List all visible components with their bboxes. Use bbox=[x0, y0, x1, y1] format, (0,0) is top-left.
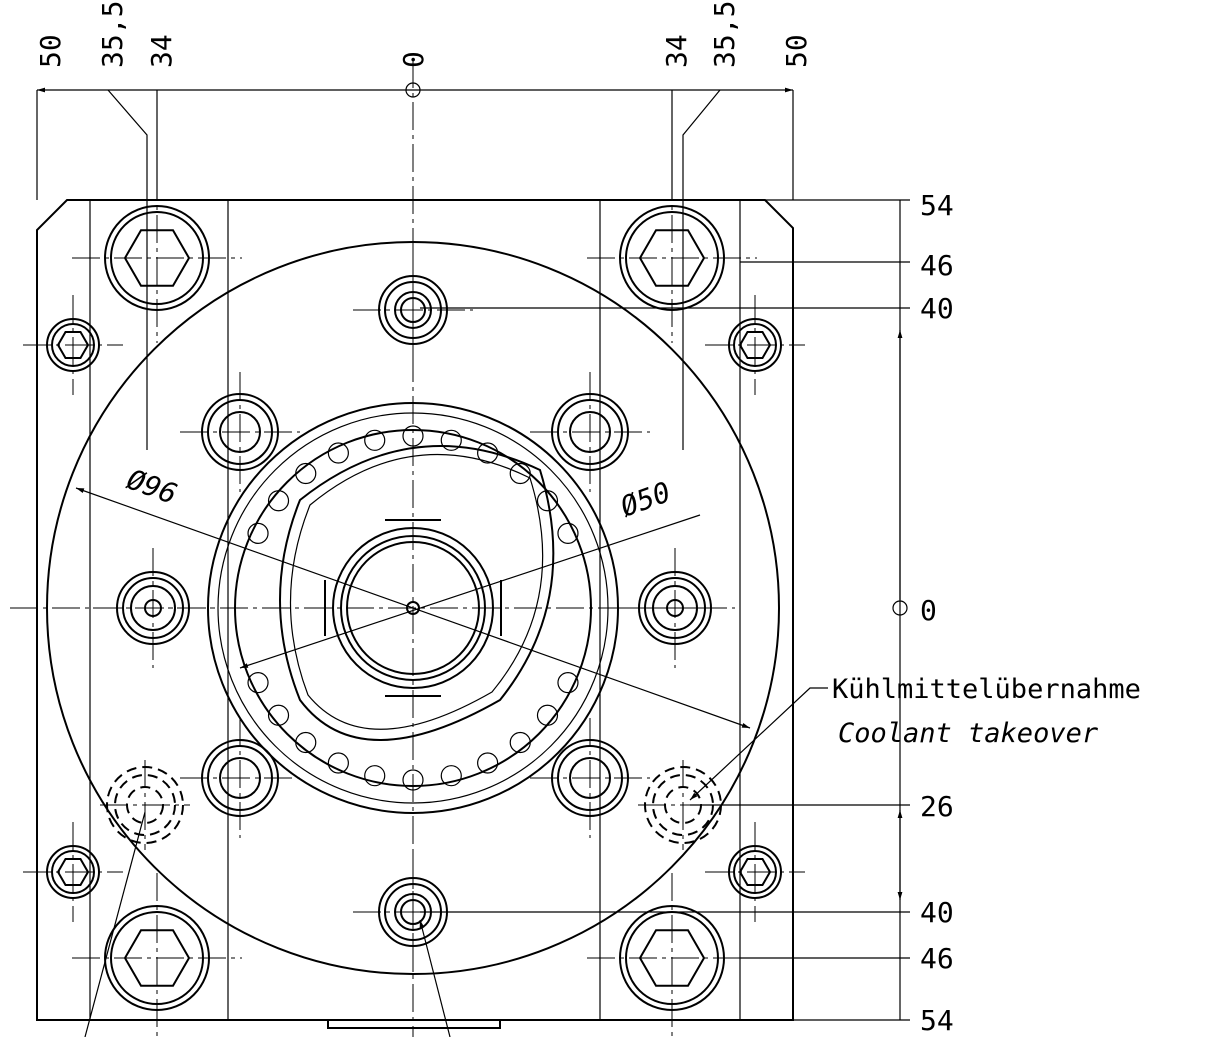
right-dim: 54 bbox=[920, 189, 954, 222]
right-dim: 0 bbox=[920, 594, 937, 627]
top-dim: 35,5 bbox=[96, 1, 129, 68]
top-dim: 0 bbox=[397, 51, 430, 68]
geometry bbox=[10, 60, 910, 1037]
right-dim: 26 bbox=[920, 790, 954, 823]
top-dim: 34 bbox=[660, 34, 693, 68]
top-dim: 34 bbox=[145, 34, 178, 68]
diameter: Ø50 bbox=[616, 475, 675, 523]
right-dim: 54 bbox=[920, 1004, 954, 1037]
right-dim: 46 bbox=[920, 942, 954, 975]
diameter: Ø96 bbox=[123, 463, 182, 511]
top-dim: 35,5 bbox=[708, 1, 741, 68]
top-dim: 50 bbox=[34, 34, 67, 68]
top-dim: 50 bbox=[780, 34, 813, 68]
right-dim: 40 bbox=[920, 896, 954, 929]
right-dim: 40 bbox=[920, 292, 954, 325]
right-dim: 46 bbox=[920, 249, 954, 282]
drawing: 50 35,5 34 0 34 35,5 50 54 46 40 0 26 40… bbox=[0, 0, 1205, 1037]
callout-en: Coolant takeover bbox=[838, 718, 1099, 749]
callout-de: Kühlmittelübernahme bbox=[832, 674, 1141, 705]
